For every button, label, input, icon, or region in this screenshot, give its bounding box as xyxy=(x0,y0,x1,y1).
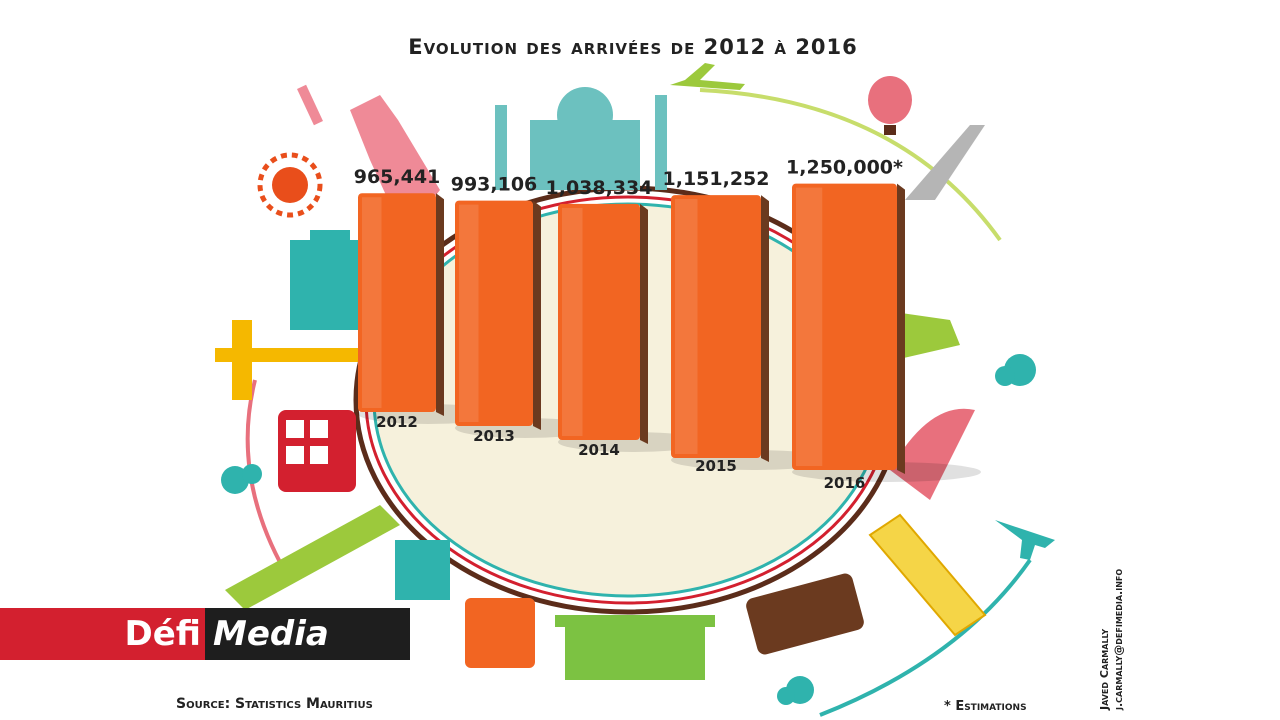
decorative-arc-green xyxy=(699,88,1002,242)
brand-name-part1: Défi xyxy=(124,614,201,654)
author-credit: Javed Carmally j.carmally@defimedia.info xyxy=(1098,569,1126,710)
data-label-2013: 993,106 xyxy=(451,174,538,196)
bar-side-2016 xyxy=(897,183,905,474)
bar-highlight xyxy=(675,199,698,454)
bar-2012 xyxy=(358,193,436,412)
teal-building-illustration xyxy=(290,230,360,330)
author-name: Javed Carmally xyxy=(1098,628,1111,710)
data-label-2015: 1,151,252 xyxy=(663,168,770,190)
bar-highlight xyxy=(459,204,479,422)
bar-side-2012 xyxy=(436,193,444,416)
bar-side-2015 xyxy=(761,195,769,463)
bar-highlight xyxy=(562,207,583,436)
bar-side-2013 xyxy=(533,200,541,430)
bar-2014 xyxy=(558,203,640,440)
bar-side-2014 xyxy=(640,203,648,444)
chart-title: Evolution des arrivées de 2012 à 2016 xyxy=(408,35,858,59)
category-label-2015: 2015 xyxy=(695,457,737,475)
category-label-2014: 2014 xyxy=(578,441,620,459)
brand-logo-red-block: Défi xyxy=(0,608,205,660)
sun-illustration xyxy=(257,152,323,218)
red-opera-illustration xyxy=(890,408,975,500)
author-email: j.carmally@defimedia.info xyxy=(1112,568,1125,710)
teal-clouds-illustration xyxy=(221,354,1036,705)
airplane-right-illustration xyxy=(995,520,1055,560)
taj-mahal-illustration xyxy=(495,87,667,190)
data-label-2014: 1,038,334 xyxy=(546,177,653,199)
bar-2016 xyxy=(792,183,897,470)
brown-bus-right-illustration xyxy=(746,573,864,655)
category-label-2016: 2016 xyxy=(824,474,866,492)
orange-arch-illustration xyxy=(465,598,535,668)
estimation-footnote: * Estimations xyxy=(944,699,1027,714)
hot-air-balloon-illustration xyxy=(868,76,912,135)
bar-chart: 965,441 2012 993,106 2013 1,038,334 2014 1,151… xyxy=(354,157,981,492)
data-label-2012: 965,441 xyxy=(354,166,441,188)
teal-block-illustration xyxy=(395,540,450,600)
decorative-arc-teal xyxy=(819,558,1032,717)
category-label-2013: 2013 xyxy=(473,427,515,445)
statue-of-liberty-illustration xyxy=(297,84,440,215)
green-pavilion-illustration xyxy=(555,615,715,680)
eiffel-tower-illustration xyxy=(905,125,985,200)
brand-logo-dark-block: Media xyxy=(205,608,410,660)
brand-name-part2: Media xyxy=(213,614,329,654)
brand-logo: Défi Media xyxy=(0,608,410,660)
big-ben-illustration xyxy=(225,505,400,610)
bar-2015 xyxy=(671,195,761,459)
red-bus-left-illustration xyxy=(278,410,356,492)
leaning-tower-illustration xyxy=(868,513,987,637)
bar-2013 xyxy=(455,200,533,426)
category-label-2012: 2012 xyxy=(376,413,418,431)
data-label-2016: 1,250,000* xyxy=(786,157,903,179)
airplane-top-illustration xyxy=(670,63,745,90)
bar-highlight xyxy=(362,197,382,408)
source-note: Source: Statistics Mauritius xyxy=(176,696,373,712)
christ-statue-illustration xyxy=(215,320,365,400)
bar-highlight xyxy=(796,187,823,466)
